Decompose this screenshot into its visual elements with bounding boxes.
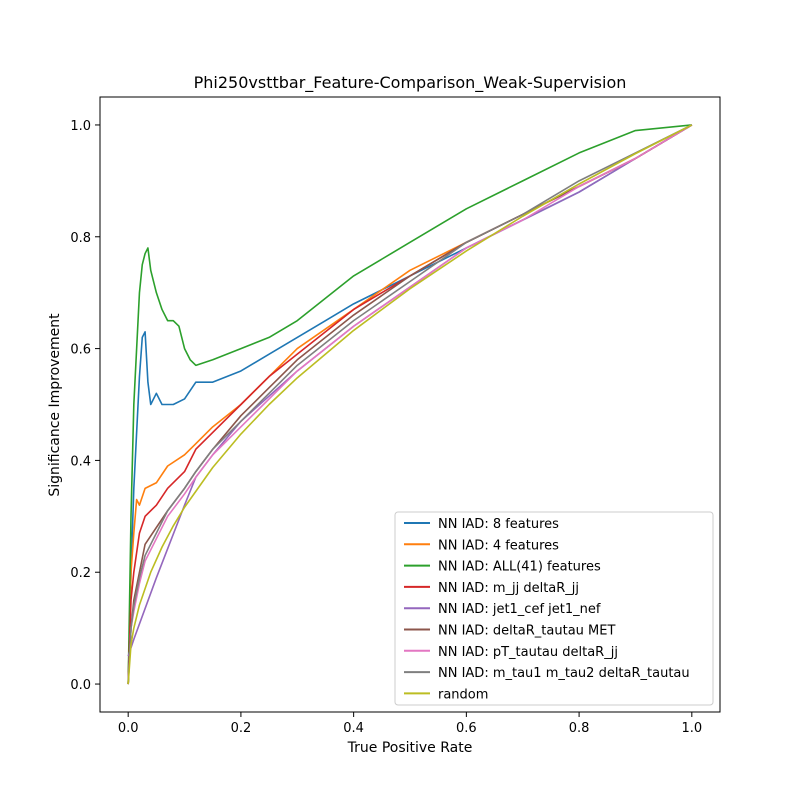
series-lines	[127, 124, 693, 685]
legend-label-7: NN IAD: m_tau1 m_tau2 deltaR_tautau	[438, 666, 690, 681]
series-line-6	[127, 124, 693, 685]
y-tick-label: 1.0	[70, 119, 91, 134]
legend-box	[394, 511, 714, 706]
y-axis-label: Significance Improvement	[47, 313, 63, 497]
y-axis-ticks: 0.0 0.2 0.4 0.6 0.8 1.0	[70, 119, 100, 693]
x-tick-label: 0.4	[343, 721, 364, 736]
legend-label-4: NN IAD: jet1_cef jet1_nef	[438, 602, 601, 617]
legend-label-0: NN IAD: 8 features	[438, 517, 559, 532]
y-tick-label: 0.4	[70, 454, 91, 469]
chart-title: Phi250vsttbar_Feature-Comparison_Weak-Su…	[194, 73, 627, 93]
x-tick-label: 0.0	[118, 721, 139, 736]
series-line-7	[127, 124, 693, 685]
legend-label-2: NN IAD: ALL(41) features	[438, 560, 601, 575]
series-line-8	[127, 124, 693, 685]
legend-label-3: NN IAD: m_jj deltaR_jj	[438, 581, 579, 596]
x-tick-label: 1.0	[681, 721, 702, 736]
x-axis-label: True Positive Rate	[347, 740, 473, 756]
x-axis-ticks: 0.0 0.2 0.4 0.6 0.8 1.0	[118, 712, 702, 736]
y-tick-label: 0.2	[70, 566, 91, 581]
y-tick-label: 0.8	[70, 231, 91, 246]
y-tick-label: 0.0	[70, 678, 91, 693]
series-line-2	[127, 124, 692, 685]
legend-label-8: random	[438, 687, 488, 702]
x-tick-label: 0.6	[456, 721, 477, 736]
legend-label-1: NN IAD: 4 features	[438, 538, 559, 553]
legend: NN IAD: 8 features NN IAD: 4 features NN I…	[394, 511, 714, 706]
legend-label-5: NN IAD: deltaR_tautau MET	[438, 624, 615, 639]
y-tick-label: 0.6	[70, 343, 91, 358]
plot-frame	[99, 96, 721, 713]
legend-label-6: NN IAD: pT_tautau deltaR_jj	[438, 645, 618, 660]
x-tick-label: 0.8	[569, 721, 590, 736]
x-tick-label: 0.2	[231, 721, 252, 736]
